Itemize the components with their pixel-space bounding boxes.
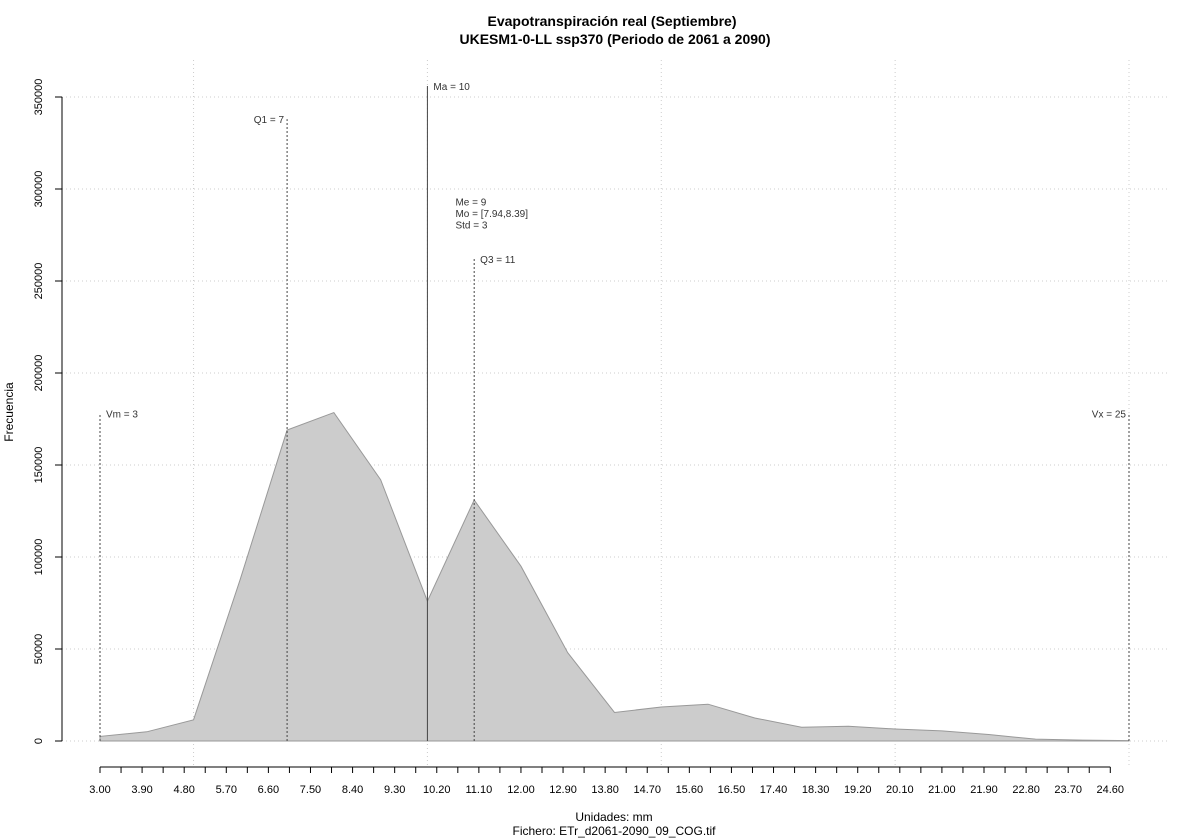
y-tick-label: 100000 [33, 539, 45, 576]
stat-lines-layer: Vm = 3 Q1 = 7 Ma = 10 Q3 = 11 Vx = 25 Me = 9M… [99, 82, 1130, 741]
x-tick-label: 21.00 [928, 784, 956, 796]
frequency-area [99, 411, 1130, 742]
x-axis-label: Unidades: mm [575, 810, 652, 824]
x-tick-label: 8.40 [342, 784, 363, 796]
x-tick-label: 15.60 [676, 784, 704, 796]
x-tick-label: 22.80 [1012, 784, 1040, 796]
stats-summary-line: Std = 3 [455, 221, 487, 232]
x-tick-label: 24.60 [1097, 784, 1125, 796]
stat-label: Vm = 3 [106, 409, 138, 420]
x-tick-label: 18.30 [802, 784, 830, 796]
y-tick-label: 350000 [33, 79, 45, 116]
stats-summary-line: Me = 9 [455, 198, 486, 209]
y-tick-label: 200000 [33, 355, 45, 392]
x-tick-label: 19.20 [844, 784, 872, 796]
axes-layer: 0 50000 100000 150000 200000 250000 300000 3500… [33, 79, 1124, 796]
stat-label: Vx = 25 [1092, 409, 1127, 420]
x-tick-label: 12.90 [549, 784, 577, 796]
y-tick-label: 0 [33, 738, 45, 744]
stat-label: Q3 = 11 [480, 255, 516, 266]
y-tick-label: 150000 [33, 447, 45, 484]
stats-summary-line: Mo = [7.94,8.39] [455, 209, 528, 220]
stat-label: Ma = 10 [433, 82, 470, 93]
x-tick-label: 13.80 [591, 784, 619, 796]
y-tick-label: 250000 [33, 263, 45, 300]
chart-subtitle: UKESM1-0-LL ssp370 (Periodo de 2061 a 20… [460, 31, 771, 47]
x-tick-label: 16.50 [718, 784, 746, 796]
x-tick-label: 14.70 [633, 784, 661, 796]
x-tick-label: 11.10 [465, 784, 492, 796]
area-layer [99, 411, 1130, 742]
x-tick-label: 5.70 [216, 784, 237, 796]
footer-filename: Fichero: ETr_d2061-2090_09_COG.tif [513, 824, 717, 838]
chart-title: Evapotranspiración real (Septiembre) [488, 13, 737, 29]
x-tick-label: 12.00 [507, 784, 535, 796]
x-tick-label: 9.30 [384, 784, 405, 796]
x-tick-label: 21.90 [970, 784, 998, 796]
x-tick-label: 4.80 [173, 784, 194, 796]
y-tick-label: 300000 [33, 171, 45, 208]
x-tick-label: 17.40 [760, 784, 788, 796]
x-tick-label: 20.10 [886, 784, 914, 796]
x-tick-label: 23.70 [1054, 784, 1082, 796]
x-tick-label: 7.50 [300, 784, 321, 796]
y-tick-label: 50000 [33, 634, 45, 665]
x-tick-label: 3.90 [131, 784, 152, 796]
x-tick-label: 10.20 [423, 784, 451, 796]
y-axis-label: Frecuencia [2, 382, 16, 442]
stat-label: Q1 = 7 [254, 115, 285, 126]
x-tick-label: 6.60 [258, 784, 279, 796]
x-tick-label: 3.00 [89, 784, 110, 796]
